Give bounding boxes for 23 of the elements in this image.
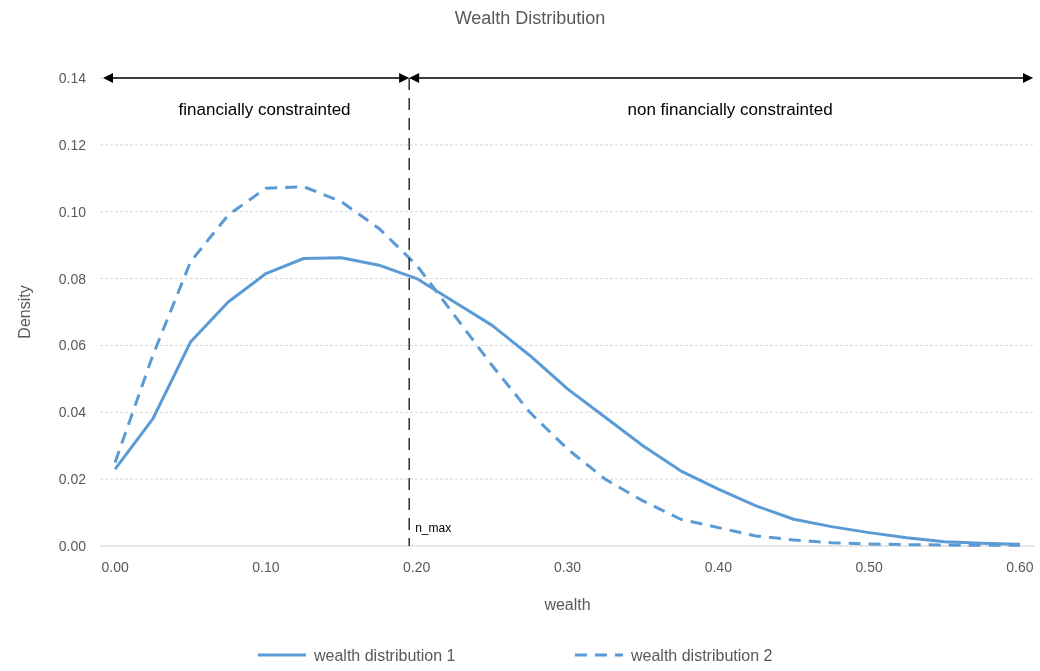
x-tick-label: 0.50	[855, 559, 883, 575]
x-tick-label: 0.30	[553, 559, 582, 575]
y-tick-label: 0.06	[58, 337, 87, 354]
chart-title: Wealth Distribution	[454, 8, 606, 28]
y-tick-label: 0.00	[58, 538, 87, 554]
x-tick-label: 0.00	[101, 559, 129, 575]
ref-line-label: n_max	[415, 521, 452, 535]
y-tick-label: 0.10	[58, 203, 87, 220]
legend-label: wealth distribution 2	[630, 647, 773, 664]
y-tick-label: 0.14	[58, 70, 87, 86]
y-tick-label: 0.02	[58, 471, 87, 488]
y-axis-title: Density	[16, 285, 33, 339]
legend-label: wealth distribution 1	[313, 647, 456, 664]
annotation: non financially constrainted	[627, 100, 833, 119]
y-tick-label: 0.08	[58, 270, 87, 287]
y-tick-label: 0.04	[58, 404, 87, 421]
x-tick-label: 0.20	[403, 559, 431, 575]
y-tick-label: 0.12	[58, 136, 87, 153]
x-tick-label: 0.40	[704, 559, 733, 575]
x-tick-label: 0.10	[252, 559, 280, 575]
x-axis-title: wealth	[543, 596, 591, 613]
annotation: financially constrainted	[178, 100, 351, 119]
x-tick-label: 0.60	[1006, 559, 1034, 575]
